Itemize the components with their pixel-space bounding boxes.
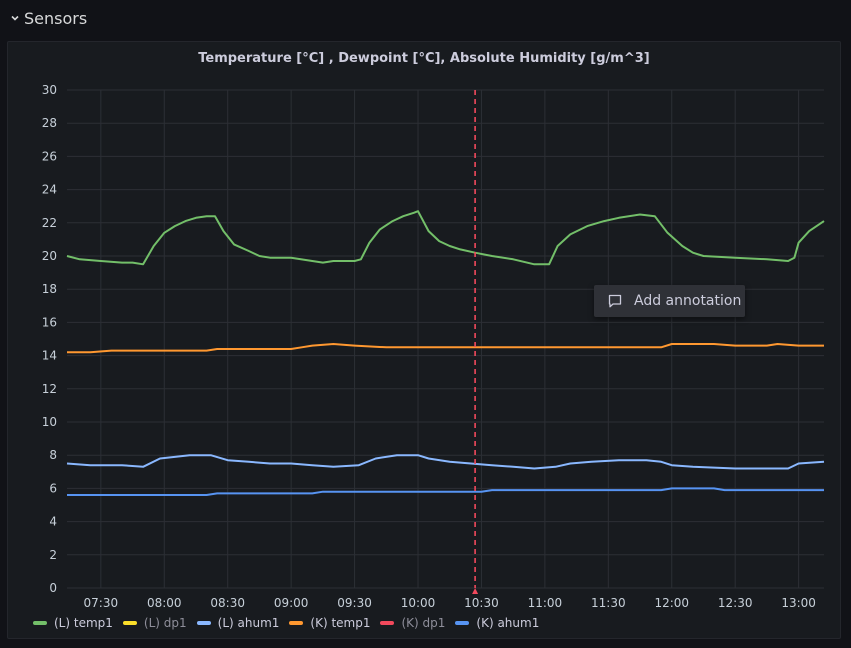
series-line: [66, 454, 825, 470]
y-tick-label: 14: [42, 349, 57, 363]
row-title[interactable]: Sensors: [24, 8, 88, 28]
y-tick-label: 2: [49, 548, 57, 562]
legend-item[interactable]: (K) dp1: [380, 616, 445, 630]
chevron-down-icon[interactable]: [10, 13, 20, 23]
series-line: [67, 343, 824, 354]
y-tick-label: 20: [42, 249, 57, 263]
legend-swatch: [33, 621, 47, 625]
legend-item[interactable]: (L) dp1: [122, 616, 187, 630]
legend-swatch: [122, 621, 137, 625]
y-tick-label: 30: [42, 83, 57, 97]
series-line: [67, 487, 824, 496]
legend-item[interactable]: (K) ahum1: [455, 616, 539, 630]
x-tick-label: 08:30: [210, 596, 245, 610]
x-tick-label: 09:00: [274, 596, 309, 610]
legend-label: (L) ahum1: [217, 616, 280, 630]
y-tick-label: 28: [42, 116, 57, 130]
add-annotation-label: Add annotation: [634, 293, 742, 309]
y-tick-label: 12: [42, 382, 57, 396]
x-tick-label: 10:30: [464, 596, 499, 610]
legend-swatch: [380, 621, 395, 625]
row-header: Sensors: [0, 0, 851, 36]
y-tick-label: 10: [42, 415, 57, 429]
legend-label: (L) temp1: [54, 616, 113, 630]
legend-label: (L) dp1: [143, 616, 187, 630]
legend-label: (K) dp1: [401, 616, 446, 630]
y-tick-label: 18: [42, 282, 57, 296]
legend-item[interactable]: (L) ahum1: [196, 616, 280, 630]
x-tick-label: 11:30: [591, 596, 626, 610]
series-line: [66, 210, 825, 266]
legend-label: (K) temp1: [310, 616, 371, 630]
y-tick-label: 8: [49, 448, 57, 462]
legend-swatch: [455, 621, 470, 625]
x-tick-label: 11:00: [528, 596, 563, 610]
legend-swatch: [196, 621, 211, 625]
x-tick-label: 12:00: [654, 596, 689, 610]
x-tick-label: 12:30: [718, 596, 753, 610]
legend-item[interactable]: (L) temp1: [33, 616, 113, 630]
y-tick-label: 16: [42, 315, 57, 329]
legend-item[interactable]: (K) temp1: [289, 616, 370, 630]
y-tick-label: 24: [42, 183, 57, 197]
add-annotation-button[interactable]: Add annotation: [594, 285, 745, 317]
legend-swatch: [289, 621, 304, 625]
legend-label: (K) ahum1: [476, 616, 540, 630]
comment-icon: [607, 293, 623, 309]
x-tick-label: 13:00: [781, 596, 816, 610]
cursor-marker-icon: [472, 588, 479, 594]
graph-panel: Temperature [°C] , Dewpoint [°C], Absolu…: [7, 41, 841, 639]
y-tick-label: 22: [42, 216, 57, 230]
legend: (L) temp1 (L) dp1 (L) ahum1 (K) temp1 (K) dp…: [33, 615, 549, 631]
x-tick-label: 10:00: [401, 596, 436, 610]
x-tick-label: 08:00: [147, 596, 182, 610]
x-tick-label: 09:30: [337, 596, 372, 610]
y-tick-label: 6: [49, 481, 57, 495]
x-tick-label: 07:30: [84, 596, 119, 610]
panel-title[interactable]: Temperature [°C] , Dewpoint [°C], Absolu…: [198, 51, 650, 66]
y-tick-label: 26: [42, 149, 57, 163]
y-tick-label: 4: [49, 515, 57, 529]
y-tick-label: 0: [49, 581, 57, 595]
